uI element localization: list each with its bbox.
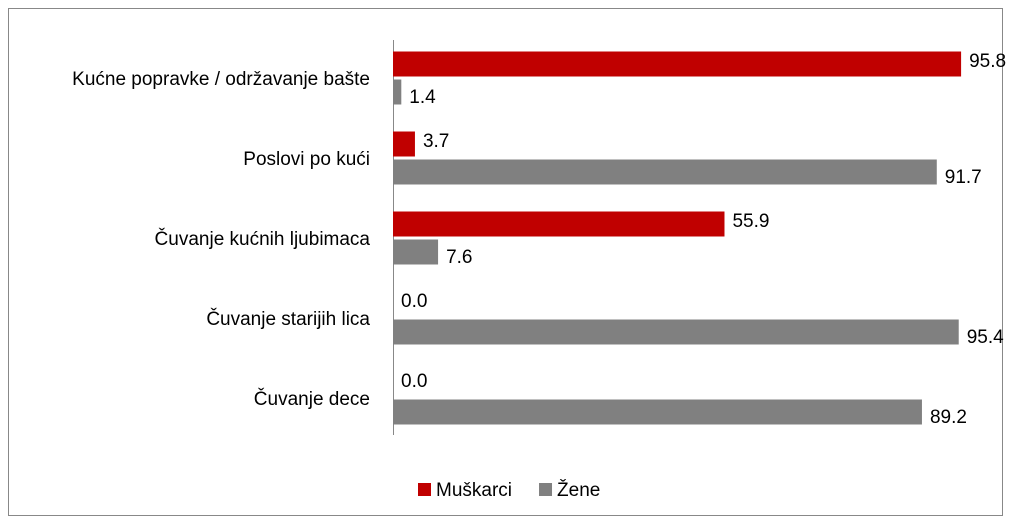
data-label: 0.0 (401, 371, 427, 392)
data-label: 7.6 (446, 247, 472, 268)
chart-frame (8, 8, 1003, 516)
category-label: Poslovi po kući (243, 149, 370, 170)
category-label: Kućne popravke / održavanje bašte (72, 69, 370, 90)
bar (393, 319, 959, 345)
data-label: 3.7 (423, 131, 449, 152)
data-label: 0.0 (401, 291, 427, 312)
data-label: 95.8 (969, 51, 1006, 72)
data-label: 55.9 (732, 211, 769, 232)
legend-label: Muškarci (436, 480, 512, 501)
legend-swatch (539, 483, 553, 496)
legend-swatch (418, 483, 431, 496)
bar (393, 399, 922, 425)
data-label: 89.2 (930, 407, 967, 428)
bar (393, 239, 439, 265)
category-label: Čuvanje dece (254, 388, 370, 410)
bar (393, 79, 402, 105)
bar (393, 131, 415, 157)
data-label: 95.4 (967, 327, 1004, 348)
bar (393, 211, 725, 237)
category-label: Čuvanje starijih lica (206, 308, 370, 330)
category-label: Čuvanje kućnih ljubimaca (155, 228, 371, 250)
bar (393, 51, 962, 77)
data-label: 1.4 (409, 87, 436, 108)
bar (393, 159, 937, 185)
data-label: 91.7 (945, 167, 982, 188)
legend-label: Žene (557, 479, 600, 501)
